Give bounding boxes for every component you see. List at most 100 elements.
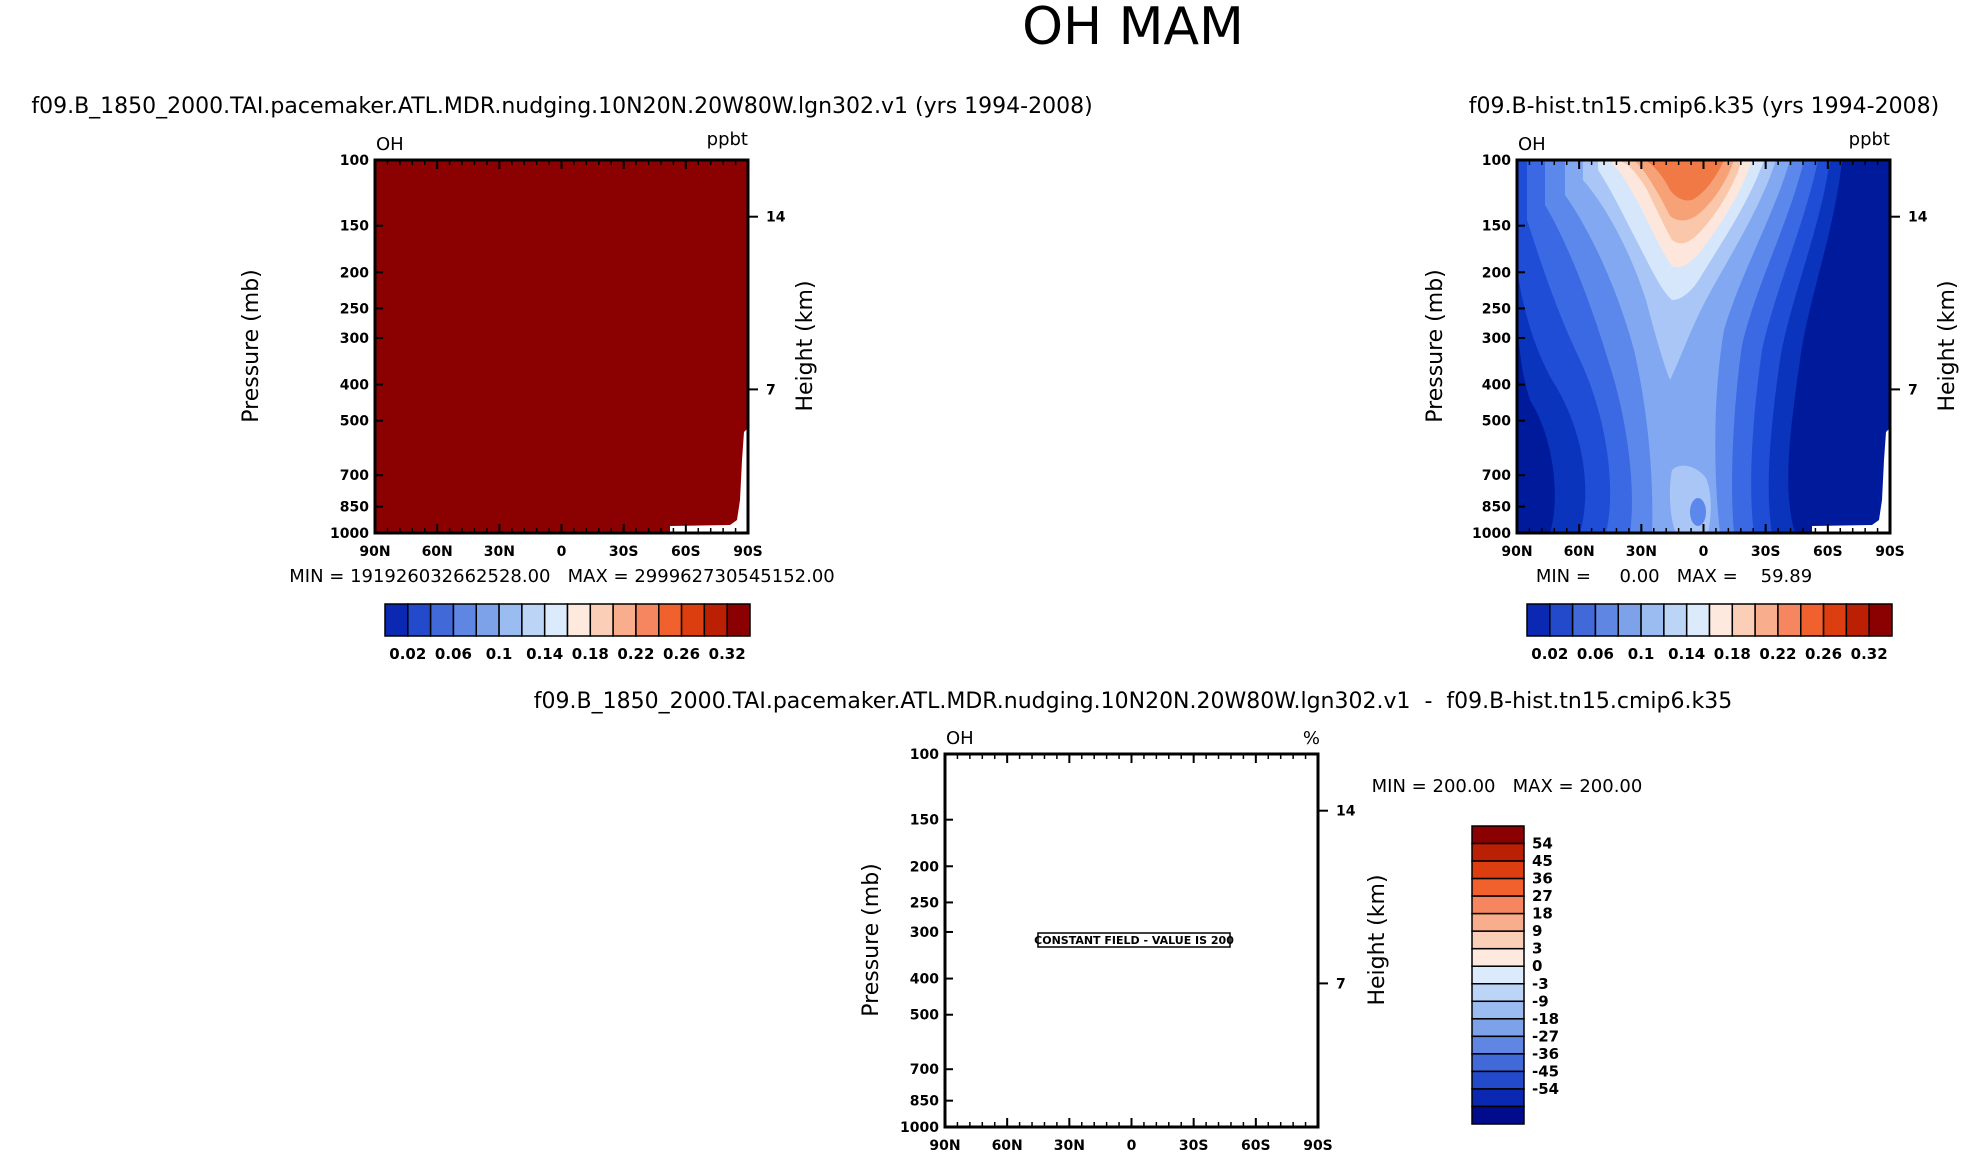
colorbar-box bbox=[1549, 603, 1574, 637]
colorbar-label: 36 bbox=[1532, 870, 1553, 888]
panel-1-field bbox=[375, 160, 748, 533]
colorbar-box bbox=[1777, 603, 1802, 637]
colorbar-label: -54 bbox=[1532, 1080, 1559, 1098]
y-tick-label: 200 bbox=[1482, 265, 1511, 281]
colorbar-box bbox=[498, 603, 523, 637]
panel-1-colorbar: 0.02 0.06 0.1 0.14 0.18 0.22 0.26 0.32 bbox=[384, 603, 751, 663]
x-tick-label: 60S bbox=[671, 544, 701, 560]
colorbar-box bbox=[429, 603, 455, 637]
x-tick-label: 60N bbox=[992, 1138, 1023, 1154]
colorbar-label: 54 bbox=[1532, 835, 1553, 853]
colorbar-label: 0.14 bbox=[526, 645, 563, 663]
panel-2-minmax: MIN = 0.00 MAX = 59.89 bbox=[1536, 566, 1812, 587]
colorbar-label: 27 bbox=[1532, 887, 1553, 905]
panel-1-title: f09.B_1850_2000.TAI.pacemaker.ATL.MDR.nu… bbox=[31, 94, 1092, 119]
colorbar-box bbox=[1731, 603, 1756, 637]
panel-1: f09.B_1850_2000.TAI.pacemaker.ATL.MDR.nu… bbox=[31, 94, 1092, 663]
y-right-tick-label: 7 bbox=[1336, 976, 1346, 992]
y-tick-label: 400 bbox=[1482, 378, 1511, 394]
y-tick-label: 850 bbox=[910, 1094, 939, 1110]
panel-1-ticks: 90N 60N 30N 0 30S 60S 90S 100 150 200 250 300 400 500… bbox=[330, 153, 786, 560]
colorbar-label: 0.1 bbox=[486, 645, 513, 663]
y-tick-label: 500 bbox=[1482, 414, 1511, 430]
colorbar-box bbox=[1471, 1105, 1525, 1125]
x-tick-label: 90S bbox=[1875, 544, 1905, 560]
colorbar-box bbox=[1471, 983, 1525, 1003]
colorbar-label: 0.22 bbox=[1759, 645, 1796, 663]
colorbar-box bbox=[680, 603, 706, 637]
y-tick-label: 150 bbox=[1482, 219, 1511, 235]
figure-title: OH MAM bbox=[1022, 0, 1244, 57]
colorbar-label: 0.22 bbox=[617, 645, 654, 663]
y-tick-label: 250 bbox=[340, 301, 369, 317]
colorbar-box bbox=[1471, 1035, 1525, 1055]
x-tick-label: 0 bbox=[1127, 1138, 1137, 1154]
colorbar-box bbox=[726, 603, 751, 637]
panel-2: f09.B-hist.tn15.cmip6.k35 (yrs 1994-2008… bbox=[1423, 94, 1960, 663]
colorbar-label: 0 bbox=[1532, 957, 1542, 975]
x-tick-label: 0 bbox=[557, 544, 567, 560]
colorbar-label: -9 bbox=[1532, 992, 1549, 1010]
colorbar-box bbox=[703, 603, 728, 637]
panel-3-title: f09.B_1850_2000.TAI.pacemaker.ATL.MDR.nu… bbox=[534, 689, 1732, 714]
x-tick-label: 30N bbox=[1054, 1138, 1085, 1154]
colorbar-box bbox=[1471, 1088, 1525, 1108]
x-tick-label: 30S bbox=[609, 544, 639, 560]
colorbar-box bbox=[1471, 1053, 1525, 1073]
colorbar-box bbox=[452, 603, 477, 637]
y-tick-label: 700 bbox=[340, 468, 369, 484]
colorbar-label: 0.32 bbox=[1851, 645, 1888, 663]
colorbar-label: 45 bbox=[1532, 852, 1553, 870]
colorbar-box bbox=[1640, 603, 1665, 637]
y-tick-label: 500 bbox=[340, 414, 369, 430]
x-tick-label: 60N bbox=[1564, 544, 1595, 560]
colorbar-box bbox=[1471, 860, 1525, 880]
colorbar-label: 3 bbox=[1532, 940, 1542, 958]
panel-2-units: ppbt bbox=[1849, 129, 1890, 150]
colorbar-box bbox=[1471, 877, 1525, 897]
colorbar-box bbox=[1617, 603, 1642, 637]
colorbar-box bbox=[1471, 1070, 1525, 1090]
x-tick-label: 30N bbox=[484, 544, 515, 560]
panel-3-minmax: MIN = 200.00 MAX = 200.00 bbox=[1372, 776, 1643, 797]
y-tick-label: 1000 bbox=[1472, 526, 1511, 542]
panel-1-ylabel: Pressure (mb) bbox=[239, 269, 264, 423]
panel-2-colorbar: 0.02 0.06 0.1 0.14 0.18 0.22 0.26 0.32 bbox=[1526, 603, 1893, 663]
colorbar-label: 0.02 bbox=[389, 645, 426, 663]
x-tick-label: 90S bbox=[1303, 1138, 1333, 1154]
colorbar-box bbox=[1471, 842, 1525, 862]
y-tick-label: 300 bbox=[910, 925, 939, 941]
panel-2-variable: OH bbox=[1518, 134, 1546, 155]
colorbar-label: 0.18 bbox=[1714, 645, 1751, 663]
colorbar-box bbox=[1845, 603, 1870, 637]
colorbar-label: -36 bbox=[1532, 1045, 1559, 1063]
y-right-tick-label: 14 bbox=[766, 210, 786, 226]
panel-1-units: ppbt bbox=[707, 129, 748, 150]
y-tick-label: 500 bbox=[910, 1008, 939, 1024]
x-tick-label: 0 bbox=[1699, 544, 1709, 560]
panel-3-ylabel-right: Height (km) bbox=[1365, 874, 1390, 1005]
x-tick-label: 90N bbox=[1501, 544, 1532, 560]
panel-3-ylabel: Pressure (mb) bbox=[859, 863, 884, 1017]
y-tick-label: 850 bbox=[1482, 500, 1511, 516]
panel-3-variable: OH bbox=[946, 728, 974, 749]
x-tick-label: 30S bbox=[1751, 544, 1781, 560]
colorbar-label: 0.06 bbox=[435, 645, 472, 663]
y-right-tick-label: 7 bbox=[766, 382, 776, 398]
y-tick-label: 250 bbox=[910, 895, 939, 911]
colorbar-box bbox=[475, 603, 500, 637]
colorbar-box bbox=[1471, 965, 1525, 985]
panel-2-field-missing-data bbox=[1812, 428, 1890, 533]
y-right-tick-label: 7 bbox=[1908, 382, 1918, 398]
y-tick-label: 1000 bbox=[330, 526, 369, 542]
x-tick-label: 30N bbox=[1626, 544, 1657, 560]
y-tick-label: 200 bbox=[910, 859, 939, 875]
colorbar-box bbox=[1471, 895, 1525, 915]
y-tick-label: 300 bbox=[1482, 331, 1511, 347]
colorbar-label: 0.32 bbox=[709, 645, 746, 663]
y-tick-label: 100 bbox=[340, 153, 369, 169]
colorbar-label: -18 bbox=[1532, 1010, 1559, 1028]
colorbar-box bbox=[658, 603, 683, 637]
panel-3-annotation: CONSTANT FIELD - VALUE IS 200 bbox=[1034, 934, 1234, 947]
